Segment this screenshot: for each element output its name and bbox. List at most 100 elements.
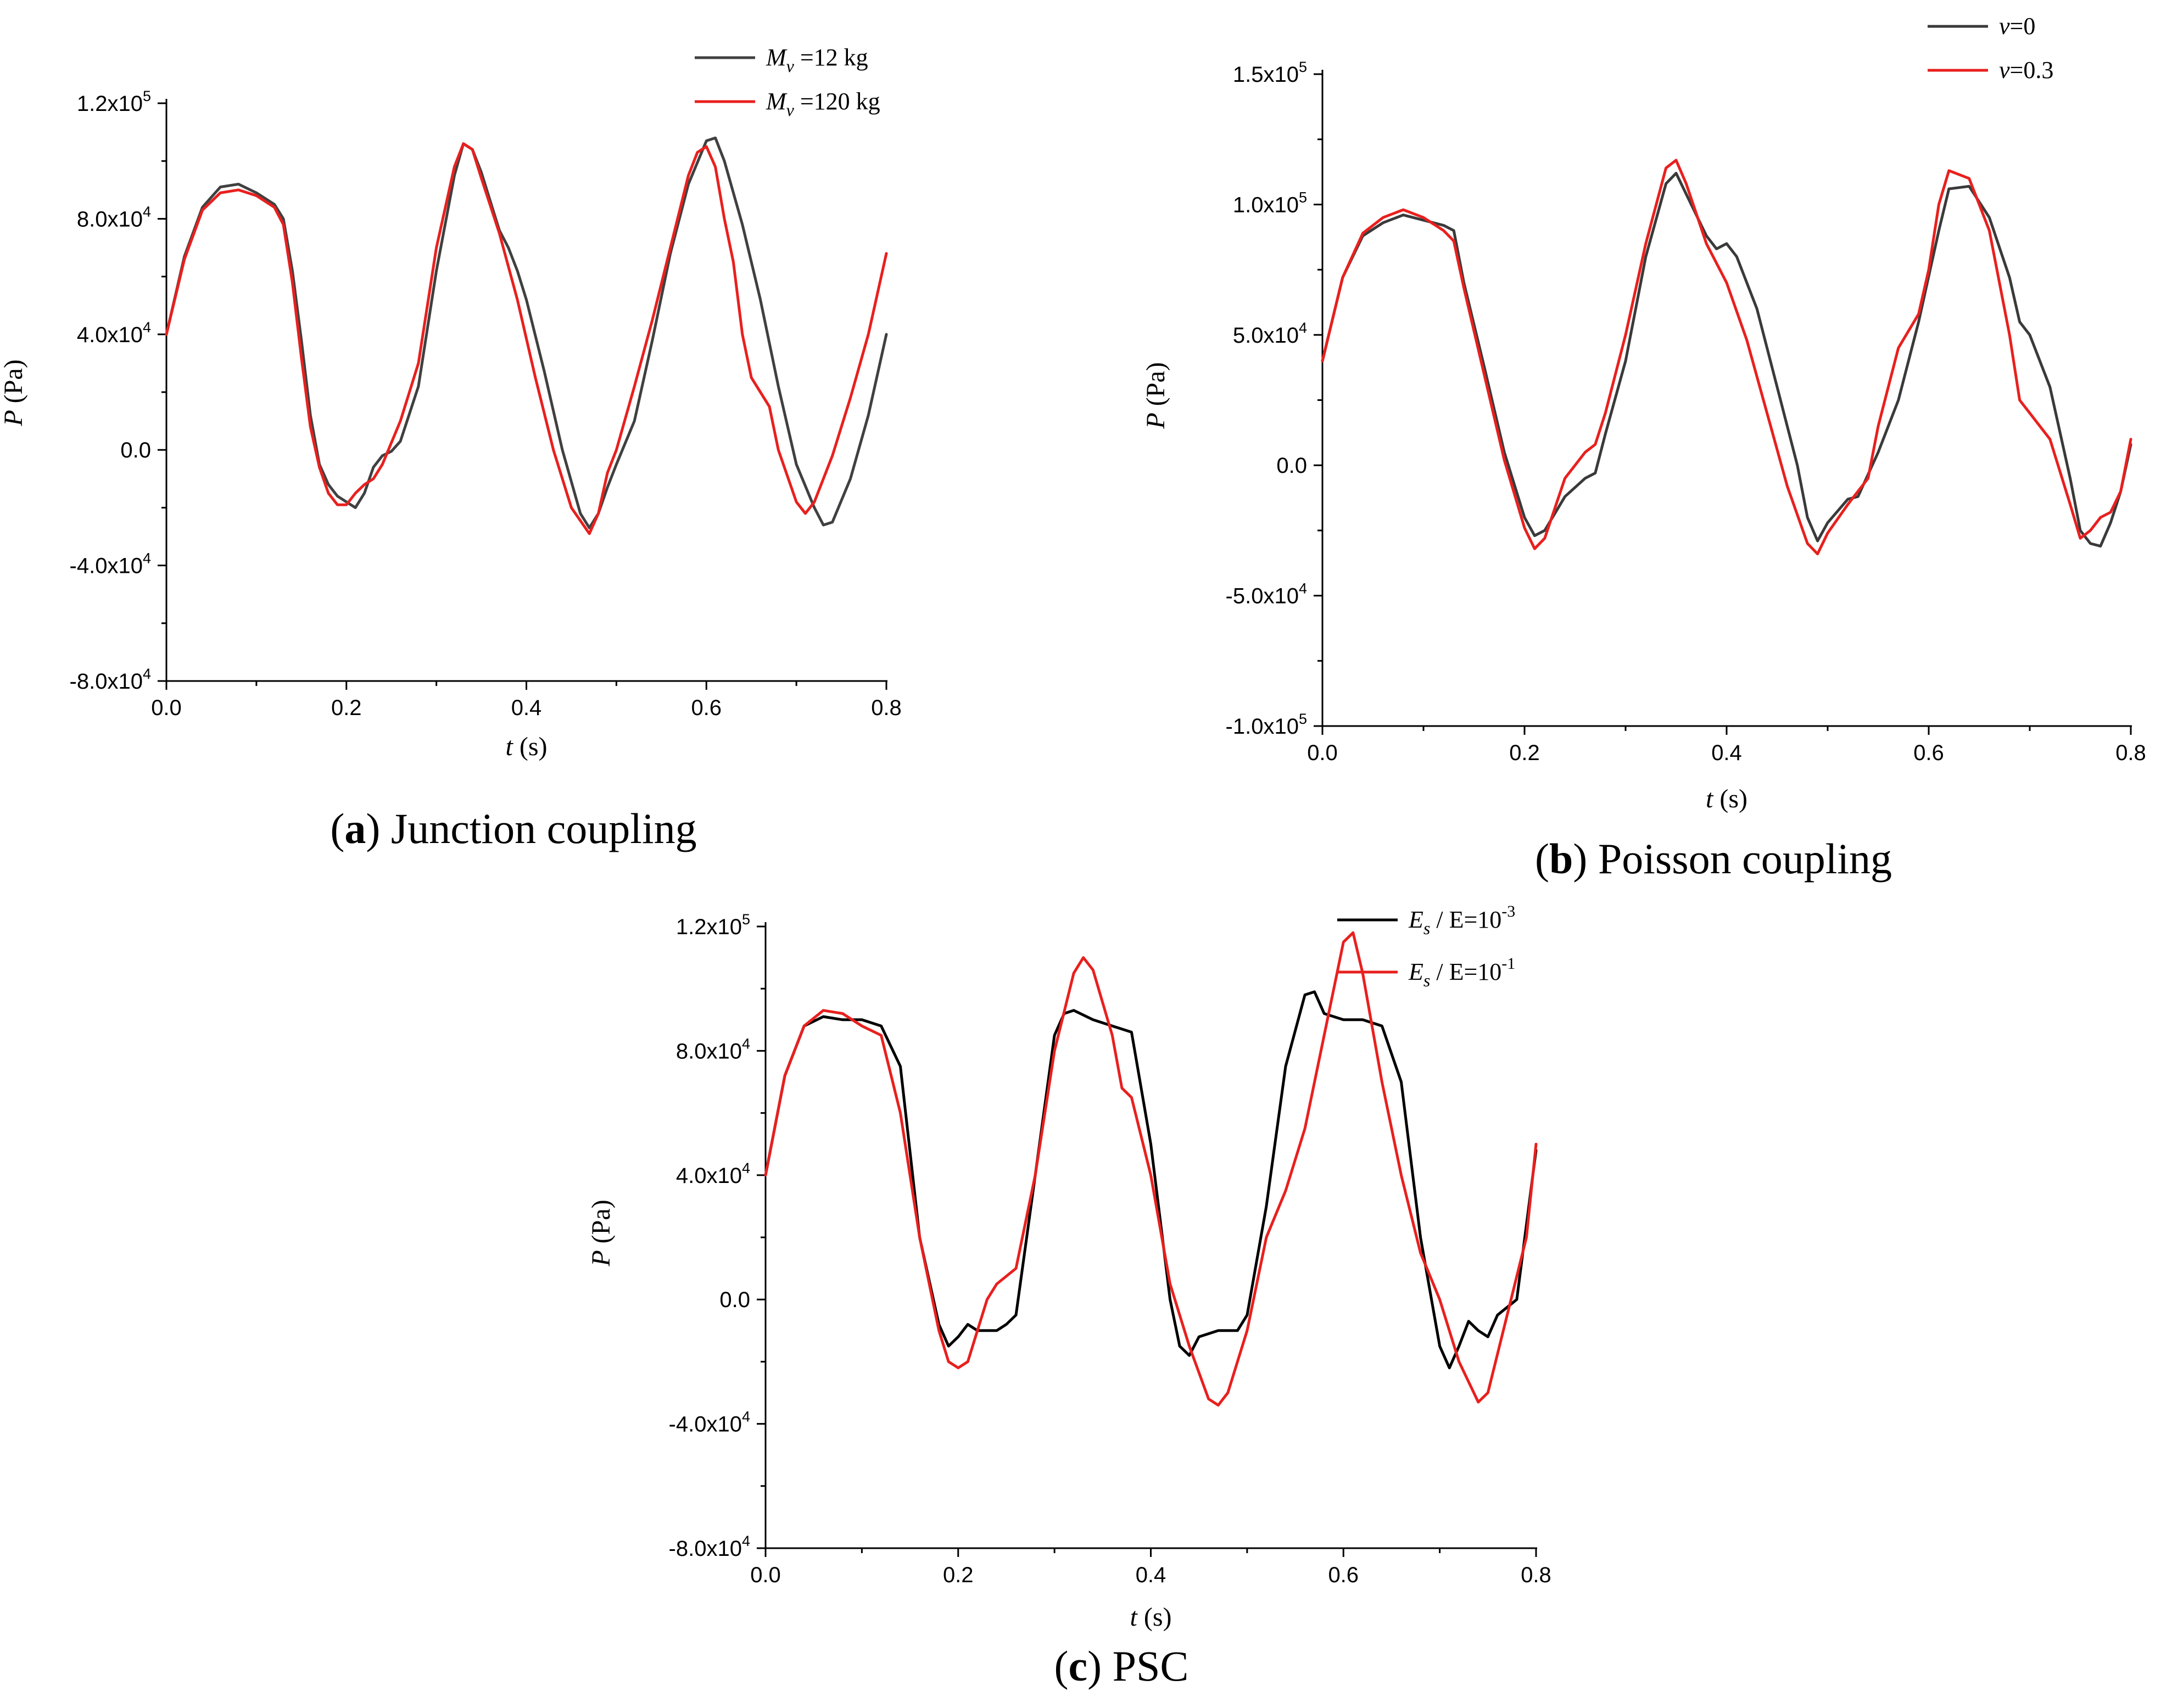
y-axis-label-var: P <box>0 410 28 426</box>
y-tick-exponent: 4 <box>143 550 151 567</box>
legend-subscript: v <box>786 56 795 76</box>
y-tick-exponent: 4 <box>143 666 151 682</box>
series-line-2 <box>764 931 1538 1407</box>
x-axis-label: t (s) <box>1130 1603 1172 1632</box>
y-tick-label: 4.0x104 <box>676 1160 750 1188</box>
y-tick-mantissa: 0.0 <box>120 438 151 462</box>
x-tick-label: 0.0 <box>151 696 182 720</box>
x-tick-label: 0.4 <box>511 696 542 720</box>
caption-text: Junction coupling <box>391 805 697 852</box>
x-tick-label: 0.4 <box>1711 741 1742 765</box>
x-tick-label: 0.4 <box>1136 1563 1166 1587</box>
x-tick-label: 0.6 <box>691 696 722 720</box>
caption-text: Poisson coupling <box>1598 835 1892 883</box>
y-tick-exponent: 4 <box>143 203 151 220</box>
y-axis-label-var: P <box>587 1250 616 1266</box>
x-axis-label-unit: (s) <box>1137 1603 1172 1632</box>
y-tick-label: -5.0x104 <box>1226 581 1307 609</box>
legend: ν=0 ν=0.3 <box>1928 13 2053 83</box>
y-tick-mantissa: -8.0x10 <box>70 669 143 694</box>
legend-text: =0 <box>2010 13 2036 40</box>
y-tick-exponent: 4 <box>1299 581 1307 597</box>
y-tick-mantissa: 1.5x10 <box>1233 63 1299 87</box>
legend-text: / E=10 <box>1430 906 1501 933</box>
caption-close: ) <box>1087 1642 1112 1690</box>
y-tick-label: 0.0 <box>120 438 151 462</box>
y-tick-mantissa: 8.0x10 <box>676 1039 742 1063</box>
y-tick-mantissa: 4.0x10 <box>77 323 143 347</box>
y-tick-exponent: 4 <box>742 1409 750 1425</box>
y-tick-exponent: 5 <box>1299 189 1307 205</box>
legend-label-2: Es / E=10-1 <box>1408 955 1515 990</box>
legend-label-2: ν=0.3 <box>1999 57 2053 83</box>
y-tick-exponent: 4 <box>742 1035 750 1052</box>
y-tick-mantissa: 0.0 <box>719 1288 750 1312</box>
y-tick-mantissa: 1.0x10 <box>1233 193 1299 217</box>
legend-text: / E=10 <box>1430 958 1501 985</box>
legend-var: E <box>1408 906 1423 933</box>
legend-text: =0.3 <box>2010 57 2054 83</box>
caption-open: ( <box>1054 1642 1069 1690</box>
y-tick-label: -4.0x104 <box>70 550 151 578</box>
y-axis-label: P (Pa) <box>1141 362 1170 429</box>
x-tick-label: 0.2 <box>331 696 362 720</box>
y-tick-mantissa: -5.0x10 <box>1226 584 1299 609</box>
y-axis-label-unit: (Pa) <box>1141 362 1170 412</box>
x-tick-label: 0.0 <box>1307 741 1338 765</box>
legend-var: E <box>1408 958 1423 985</box>
legend-subscript: s <box>1423 918 1430 938</box>
series-line-2 <box>165 142 888 535</box>
legend: Mv =12 kg Mv =120 kg <box>695 44 880 120</box>
y-tick-label: -4.0x104 <box>669 1409 750 1437</box>
y-tick-mantissa: -4.0x10 <box>70 554 143 578</box>
legend-var: M <box>766 88 788 115</box>
panel-caption: (c) PSC <box>1054 1642 1189 1690</box>
chart-b: 0.0 0.2 0.4 0.6 0.8-1.0x105-5.0x1040.05.0x10… <box>1141 13 2146 883</box>
legend-superscript: -3 <box>1501 902 1515 920</box>
y-tick-exponent: 4 <box>742 1160 750 1176</box>
y-tick-label: 1.5x105 <box>1233 59 1307 87</box>
caption-open: ( <box>330 805 344 852</box>
y-tick-mantissa: -1.0x10 <box>1226 715 1299 739</box>
y-tick-mantissa: 1.2x10 <box>676 915 742 939</box>
caption-text: PSC <box>1113 1642 1189 1690</box>
y-tick-mantissa: 0.0 <box>1276 454 1307 478</box>
y-tick-mantissa: 5.0x10 <box>1233 323 1299 348</box>
y-tick-label: 8.0x104 <box>676 1035 750 1063</box>
legend-var: ν <box>1999 57 2010 83</box>
y-axis-label-var: P <box>1141 412 1170 429</box>
y-tick-exponent: 5 <box>1299 711 1307 727</box>
y-tick-label: -1.0x105 <box>1226 711 1307 739</box>
y-tick-exponent: 4 <box>1299 320 1307 336</box>
caption-label: c <box>1069 1642 1088 1690</box>
y-tick-label: -8.0x104 <box>669 1533 750 1561</box>
y-tick-label: 4.0x104 <box>77 319 151 347</box>
y-tick-label: 0.0 <box>1276 454 1307 478</box>
y-tick-label: 1.2x105 <box>77 88 151 116</box>
y-tick-label: -8.0x104 <box>70 666 151 694</box>
series-line-1 <box>1321 171 2132 548</box>
legend-subscript: s <box>1423 970 1430 990</box>
x-axis-label-var: t <box>1130 1603 1138 1632</box>
x-axis-label-var: t <box>1706 784 1714 813</box>
caption-open: ( <box>1535 835 1549 883</box>
legend-text: =120 kg <box>794 88 880 115</box>
panel-caption: (b) Poisson coupling <box>1535 835 1892 883</box>
legend-superscript: -1 <box>1501 955 1515 973</box>
y-axis-label: P (Pa) <box>587 1199 616 1266</box>
x-axis-label-unit: (s) <box>1713 784 1747 813</box>
y-tick-exponent: 4 <box>143 319 151 336</box>
x-tick-label: 0.6 <box>1328 1563 1359 1587</box>
y-tick-label: 8.0x104 <box>77 203 151 231</box>
x-tick-label: 0.6 <box>1913 741 1944 765</box>
y-tick-mantissa: -8.0x10 <box>669 1537 742 1561</box>
legend-label-1: Mv =12 kg <box>766 44 868 76</box>
legend-label-1: ν=0 <box>1999 13 2035 40</box>
y-axis-label-unit: (Pa) <box>0 359 28 410</box>
y-tick-mantissa: -4.0x10 <box>669 1413 742 1437</box>
y-tick-label: 5.0x104 <box>1233 320 1307 348</box>
x-tick-label: 0.8 <box>871 696 902 720</box>
y-axis-label: P (Pa) <box>0 359 28 426</box>
x-tick-label: 0.2 <box>1509 741 1540 765</box>
